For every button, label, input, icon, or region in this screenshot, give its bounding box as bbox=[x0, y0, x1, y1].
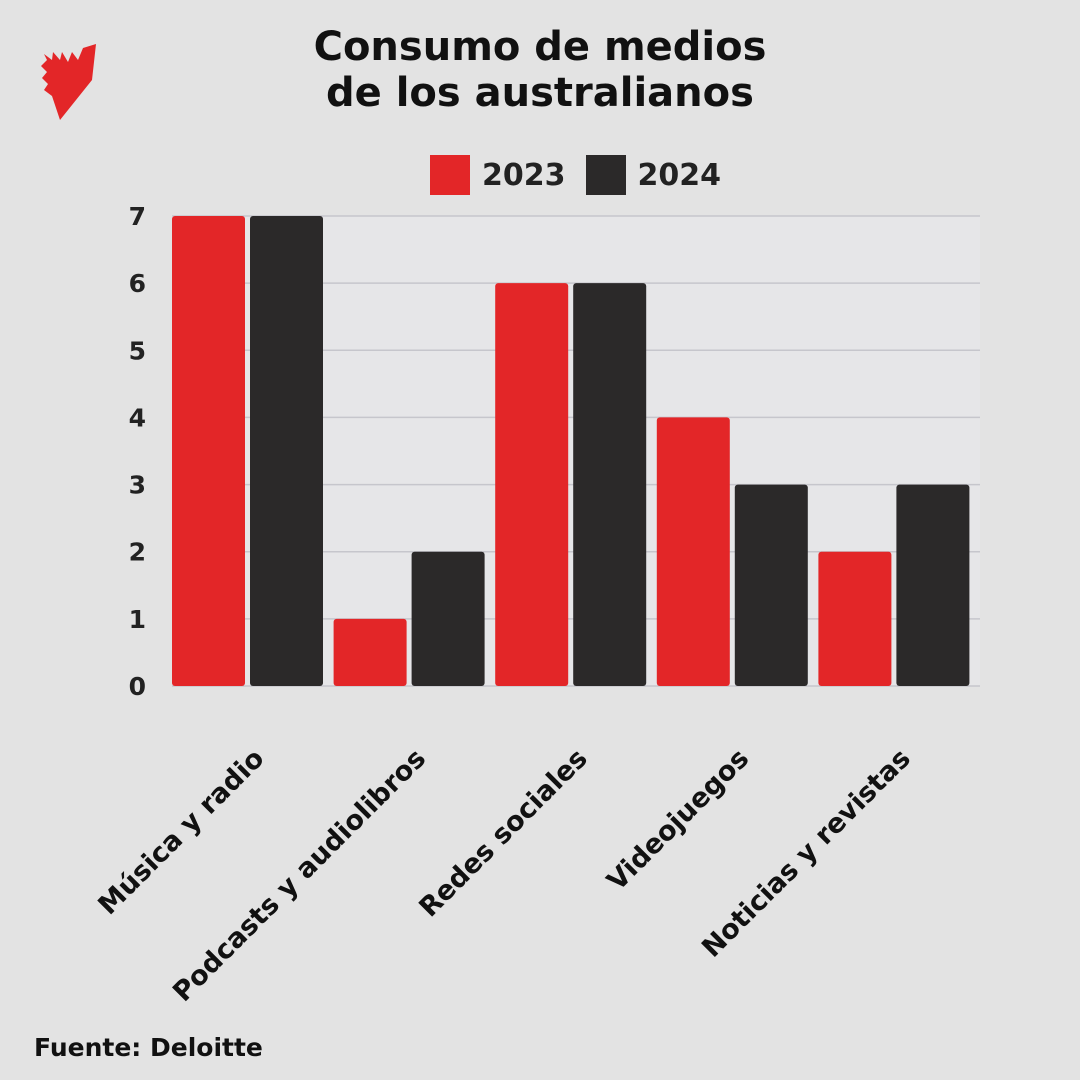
bar-2023 bbox=[656, 417, 730, 686]
y-tick-label: 1 bbox=[129, 605, 146, 634]
legend: 2023 2024 bbox=[430, 155, 721, 195]
y-tick-label: 7 bbox=[129, 202, 146, 231]
y-tick-label: 3 bbox=[129, 471, 146, 500]
bar-2023 bbox=[818, 551, 892, 686]
bar-2023 bbox=[495, 283, 569, 686]
y-tick-label: 2 bbox=[129, 538, 146, 567]
y-tick-label: 4 bbox=[129, 403, 146, 432]
y-tick-label: 6 bbox=[129, 269, 146, 298]
bar-2024 bbox=[411, 551, 485, 686]
title-line-2: de los australianos bbox=[326, 70, 754, 116]
x-tick-label: Música y radio bbox=[92, 743, 270, 921]
bar-2023 bbox=[333, 618, 407, 686]
legend-swatch bbox=[585, 155, 626, 195]
y-tick-label: 5 bbox=[129, 336, 146, 365]
x-tick-label: Podcasts y audiolibros bbox=[167, 743, 432, 1008]
legend-item-2024: 2024 bbox=[585, 155, 722, 195]
sbs-logo-icon bbox=[41, 44, 96, 120]
legend-label: 2023 bbox=[482, 157, 566, 193]
x-tick-label: Redes sociales bbox=[413, 743, 593, 923]
bar-2024 bbox=[896, 484, 970, 686]
title-line-1: Consumo de medios bbox=[313, 24, 767, 70]
y-tick-label: 0 bbox=[129, 672, 146, 701]
chart-title: Consumo de medios de los australianos bbox=[0, 24, 1080, 116]
legend-item-2023: 2023 bbox=[430, 155, 566, 195]
source-note: Fuente: Deloitte bbox=[34, 1033, 263, 1062]
logo bbox=[41, 44, 96, 120]
bar-2024 bbox=[250, 216, 323, 686]
bar-2024 bbox=[573, 283, 647, 686]
x-tick-label: Videojuegos bbox=[601, 743, 755, 897]
bar-2024 bbox=[734, 484, 808, 686]
legend-swatch bbox=[430, 155, 470, 195]
legend-label: 2024 bbox=[637, 157, 722, 193]
bar-2023 bbox=[172, 216, 245, 686]
